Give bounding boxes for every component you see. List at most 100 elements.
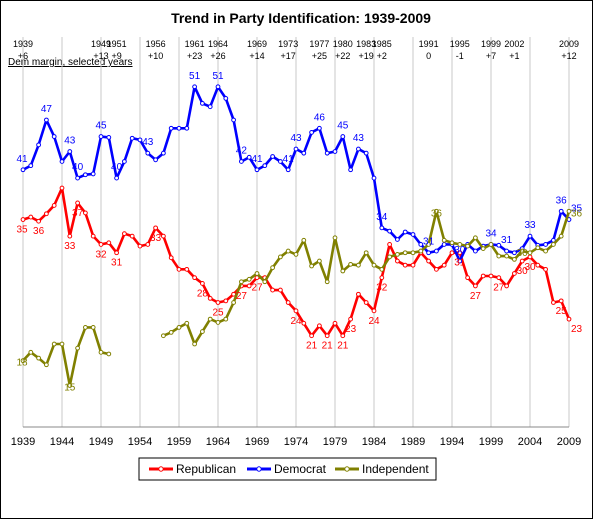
republican-point xyxy=(449,250,455,256)
republican-data-label: 27 xyxy=(470,291,482,302)
republican-point xyxy=(535,262,541,268)
democrat-point xyxy=(379,225,385,231)
democrat-point xyxy=(262,163,268,169)
independent-point xyxy=(184,320,190,326)
x-tick-label: 2009 xyxy=(557,436,581,448)
republican-point xyxy=(200,281,205,286)
republican-point xyxy=(278,287,283,293)
margin-year-label: 2002 xyxy=(504,39,524,49)
democrat-point xyxy=(231,117,237,123)
independent-point xyxy=(262,279,268,285)
republican-point xyxy=(145,242,151,247)
republican-point xyxy=(480,273,486,279)
margin-value-label: +9 xyxy=(111,51,121,61)
democrat-point xyxy=(223,96,229,101)
republican-data-label: 25 xyxy=(212,308,224,319)
margin-value-label: +22 xyxy=(335,51,350,61)
republican-data-label: 24 xyxy=(290,316,302,327)
legend-marker-democrat xyxy=(256,466,262,472)
independent-point xyxy=(285,248,291,254)
democrat-point xyxy=(301,150,307,156)
democrat-point xyxy=(161,150,166,156)
independent-point xyxy=(566,208,572,214)
democrat-data-label: 43 xyxy=(64,136,76,147)
margin-value-label: +10 xyxy=(148,51,163,61)
democrat-point xyxy=(106,135,112,140)
democrat-point xyxy=(83,172,88,178)
republican-point xyxy=(28,214,34,220)
republican-point xyxy=(512,271,517,276)
democrat-point xyxy=(371,175,377,181)
democrat-point xyxy=(215,84,221,90)
independent-point xyxy=(480,246,486,251)
republican-point xyxy=(519,258,525,264)
series-lines xyxy=(20,84,572,388)
margin-year-label: 1964 xyxy=(208,39,228,49)
democrat-point xyxy=(426,250,432,256)
democrat-point xyxy=(410,232,416,237)
independent-point xyxy=(504,253,510,259)
republican-point xyxy=(317,323,322,329)
republican-point xyxy=(504,283,510,289)
democrat-point xyxy=(98,134,104,139)
democrat-data-label: 41 xyxy=(251,154,263,165)
legend: Republican Democrat Independent xyxy=(138,457,437,481)
democrat-data-label: 31 xyxy=(501,235,513,246)
republican-point xyxy=(176,266,182,272)
independent-point xyxy=(543,248,548,254)
republican-point xyxy=(379,275,385,281)
independent-point xyxy=(161,333,166,339)
independent-data-label: 30 xyxy=(517,248,529,259)
republican-point xyxy=(51,203,57,208)
republican-data-label: 27 xyxy=(493,283,505,294)
republican-point xyxy=(270,287,276,293)
margin-value-label: +6 xyxy=(18,51,28,61)
democrat-data-label: 40 xyxy=(111,162,123,173)
independent-point xyxy=(465,243,471,249)
x-tick-label: 1989 xyxy=(401,436,425,448)
republican-point xyxy=(332,320,338,326)
independent-point xyxy=(551,242,556,247)
independent-data-label: 15 xyxy=(64,383,76,394)
democrat-point xyxy=(387,228,393,234)
x-tick-label: 1944 xyxy=(50,436,74,448)
independent-point xyxy=(83,325,88,330)
democrat-point xyxy=(90,171,96,177)
independent-point xyxy=(449,240,455,246)
legend-box xyxy=(138,457,437,481)
independent-point xyxy=(535,245,541,251)
democrat-data-label: 51 xyxy=(212,71,224,82)
x-tick-label: 1954 xyxy=(128,436,152,448)
republican-point xyxy=(44,211,49,217)
margin-value-label: +25 xyxy=(312,51,327,61)
republican-point xyxy=(215,300,221,305)
margin-year-label: 1969 xyxy=(247,39,267,49)
independent-point xyxy=(200,329,205,334)
independent-point xyxy=(20,358,26,364)
democrat-data-label: 34 xyxy=(485,228,497,239)
margin-year-label: 1961 xyxy=(185,39,205,49)
margin-value-label: +14 xyxy=(249,51,264,61)
independent-point xyxy=(293,252,299,257)
margin-value-label: +12 xyxy=(561,51,576,61)
x-tick-label: 1969 xyxy=(245,436,269,448)
dem-margin-labels: 1939+61949+131951+91956+101961+231964+26… xyxy=(13,39,579,61)
independent-point xyxy=(59,341,65,347)
republican-point xyxy=(402,262,408,268)
x-tick-label: 1984 xyxy=(362,436,386,448)
republican-point xyxy=(98,242,104,247)
republican-point xyxy=(137,243,143,249)
margin-year-label: 1983 xyxy=(356,39,376,49)
democrat-data-label: 51 xyxy=(189,71,201,82)
independent-point xyxy=(558,233,564,239)
democrat-data-label: 30 xyxy=(454,245,466,256)
x-tick-label: 1974 xyxy=(284,436,308,448)
democrat-point xyxy=(122,159,127,164)
democrat-data-label: 42 xyxy=(236,145,248,156)
independent-point xyxy=(527,250,533,256)
republican-data-label: 21 xyxy=(306,341,318,352)
margin-value-label: +23 xyxy=(187,51,202,61)
republican-point xyxy=(129,233,135,239)
margin-value-label: +1 xyxy=(509,51,519,61)
